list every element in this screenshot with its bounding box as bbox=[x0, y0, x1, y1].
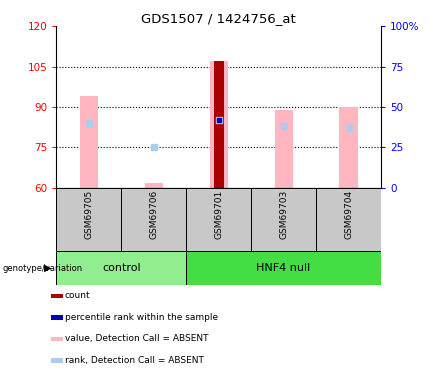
Bar bbox=[52, 337, 63, 341]
Bar bbox=[210, 61, 228, 188]
Text: HNF4 null: HNF4 null bbox=[256, 263, 311, 273]
Text: GSM69704: GSM69704 bbox=[344, 190, 353, 239]
Text: ▶: ▶ bbox=[45, 263, 52, 273]
Text: control: control bbox=[102, 263, 141, 273]
Bar bbox=[145, 183, 163, 188]
Bar bbox=[186, 251, 381, 285]
Bar bbox=[52, 315, 63, 320]
Text: GSM69705: GSM69705 bbox=[84, 190, 93, 239]
Text: genotype/variation: genotype/variation bbox=[2, 264, 82, 273]
Bar bbox=[52, 358, 63, 363]
Text: value, Detection Call = ABSENT: value, Detection Call = ABSENT bbox=[65, 334, 208, 344]
Bar bbox=[213, 61, 224, 188]
Text: GSM69701: GSM69701 bbox=[214, 190, 223, 239]
Bar bbox=[121, 188, 186, 251]
Bar bbox=[251, 188, 316, 251]
Bar bbox=[56, 188, 121, 251]
Bar bbox=[316, 188, 381, 251]
Bar bbox=[52, 294, 63, 298]
Text: count: count bbox=[65, 291, 90, 300]
Bar bbox=[339, 107, 358, 188]
Text: GSM69706: GSM69706 bbox=[149, 190, 158, 239]
Text: rank, Detection Call = ABSENT: rank, Detection Call = ABSENT bbox=[65, 356, 204, 365]
Bar bbox=[56, 251, 186, 285]
Bar bbox=[186, 188, 251, 251]
Title: GDS1507 / 1424756_at: GDS1507 / 1424756_at bbox=[141, 12, 296, 25]
Bar bbox=[275, 110, 293, 188]
Text: GSM69703: GSM69703 bbox=[279, 190, 288, 239]
Text: percentile rank within the sample: percentile rank within the sample bbox=[65, 313, 218, 322]
Bar bbox=[80, 96, 98, 188]
